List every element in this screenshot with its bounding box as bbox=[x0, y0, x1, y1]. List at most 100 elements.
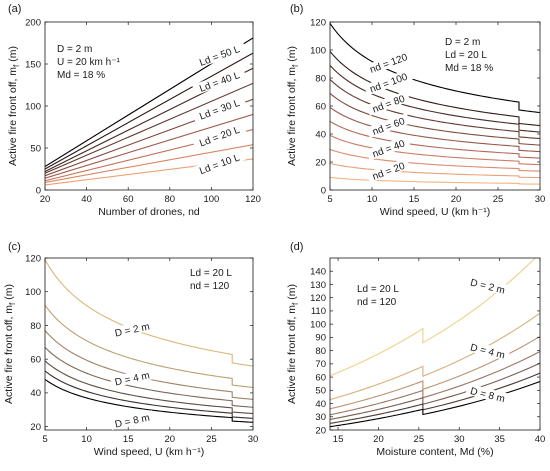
y-tick-label: 140 bbox=[310, 267, 326, 278]
y-tick-label: 60 bbox=[30, 354, 41, 365]
series-line-2 bbox=[330, 312, 540, 401]
x-tick-label: 25 bbox=[493, 194, 504, 205]
note-text: Ld = 20 L bbox=[445, 50, 487, 61]
note-text: Ld = 20 L bbox=[357, 284, 399, 295]
series-line-3 bbox=[330, 336, 540, 410]
series-line-11 bbox=[330, 23, 540, 114]
panel-1: 20 40 60 80 100 120 0 50 100 150 200 (a) Number of d… bbox=[7, 3, 261, 218]
y-tick-label: 80 bbox=[315, 346, 326, 357]
x-tick-label: 40 bbox=[81, 194, 92, 205]
y-tick-label: 100 bbox=[310, 319, 326, 330]
x-tick-label: 60 bbox=[123, 194, 134, 205]
x-tick-label: 15 bbox=[123, 434, 134, 445]
curve-label-bg bbox=[192, 94, 247, 124]
x-tick-label: 100 bbox=[203, 194, 219, 205]
curve-label-text: Ld = 50 L bbox=[198, 44, 242, 69]
curve-label-text: nd = 80 bbox=[371, 94, 407, 116]
curve-label-text: Ld = 10 L bbox=[198, 152, 242, 177]
series-group bbox=[330, 23, 540, 185]
series-line-2 bbox=[45, 144, 253, 183]
x-tick-label: 10 bbox=[367, 194, 378, 205]
x-tick-label: 20 bbox=[40, 194, 51, 205]
curve-label-text: D = 8 m bbox=[114, 413, 151, 431]
series-line-9 bbox=[330, 65, 540, 133]
x-tick-label: 25 bbox=[414, 434, 425, 445]
y-axis-title: Active fire front off, mf (m) bbox=[286, 46, 300, 166]
curve-label-bg bbox=[192, 66, 247, 96]
curve-label-text: nd = 40 bbox=[371, 138, 407, 160]
curve-label-bg bbox=[363, 68, 413, 96]
x-tick-label: 15 bbox=[333, 434, 344, 445]
curve-label-bg bbox=[465, 339, 511, 362]
series-line-6 bbox=[45, 370, 253, 419]
series-line-2 bbox=[330, 162, 540, 179]
series-line-1 bbox=[330, 258, 536, 377]
x-axis-title: Wind speed, U (km h⁻¹) bbox=[94, 446, 205, 458]
y-axis-title: Active fire front off, mf (m) bbox=[7, 46, 21, 166]
y-tick-label: 100 bbox=[25, 287, 41, 298]
y-tick-label: 0 bbox=[36, 185, 41, 196]
curve-label: D = 2 m bbox=[465, 275, 511, 297]
note-text: Md = 18 % bbox=[57, 70, 105, 81]
x-tick-label: 30 bbox=[535, 194, 546, 205]
x-tick-label: 5 bbox=[327, 194, 332, 205]
x-tick-label: 80 bbox=[165, 194, 176, 205]
y-tick-label: 80 bbox=[315, 73, 326, 84]
series-line-5 bbox=[330, 120, 540, 159]
x-tick-label: 30 bbox=[454, 434, 465, 445]
y-tick-label: 40 bbox=[315, 129, 326, 140]
y-tick-label: 130 bbox=[310, 280, 326, 291]
curve-label-text: D = 4 m bbox=[114, 370, 151, 388]
curve-label-bg bbox=[109, 368, 155, 388]
x-axis-title: Wind speed, U (km h⁻¹) bbox=[380, 206, 491, 218]
series-line-2 bbox=[45, 304, 253, 389]
x-tick-label: 35 bbox=[494, 434, 505, 445]
panel-label: (d) bbox=[290, 241, 303, 253]
series-line-10 bbox=[330, 51, 540, 127]
series-line-1 bbox=[330, 176, 540, 185]
panel-2: 5 10 15 20 25 30 0 20 40 60 80 100 120 (b) Wind speed,… bbox=[286, 3, 545, 218]
curve-label-bg bbox=[363, 49, 413, 77]
y-tick-label: 100 bbox=[25, 101, 41, 112]
curve-label: Ld = 50 L bbox=[192, 40, 247, 70]
curve-label: Ld = 10 L bbox=[192, 149, 247, 178]
x-tick-label: 20 bbox=[451, 194, 462, 205]
curve-label-text: Ld = 30 L bbox=[198, 98, 242, 123]
y-tick-label: 30 bbox=[315, 412, 326, 423]
x-tick-label: 20 bbox=[165, 434, 176, 445]
series-line-3 bbox=[45, 330, 253, 400]
panel-label: (c) bbox=[8, 241, 21, 253]
y-tick-label: 120 bbox=[25, 253, 41, 264]
note-text: nd = 120 bbox=[190, 281, 230, 292]
series-line-8 bbox=[45, 52, 253, 170]
curve-label-bg bbox=[109, 319, 155, 339]
series-line-6 bbox=[330, 372, 540, 424]
curve-label-bg bbox=[366, 157, 411, 183]
x-tick-label: 5 bbox=[42, 434, 47, 445]
x-tick-label: 120 bbox=[245, 194, 261, 205]
series-line-7 bbox=[330, 380, 540, 428]
axes-frame bbox=[44, 257, 254, 431]
curve-label-text: nd = 60 bbox=[371, 116, 407, 138]
x-axis-title: Number of drones, nd bbox=[98, 206, 200, 218]
y-axis-title: Active fire front off, mf (m) bbox=[3, 284, 17, 404]
note-text: U = 20 km h⁻¹ bbox=[57, 57, 120, 68]
y-tick-label: 40 bbox=[30, 388, 41, 399]
curve-label-bg bbox=[192, 149, 247, 178]
y-tick-label: 110 bbox=[311, 306, 326, 317]
series-line-7 bbox=[330, 92, 540, 146]
series-group bbox=[330, 258, 540, 428]
series-line-5 bbox=[45, 360, 253, 415]
note-text: D = 2 m bbox=[57, 44, 92, 55]
y-tick-label: 50 bbox=[30, 143, 41, 154]
curve-label: nd = 40 bbox=[366, 135, 411, 161]
note-text: Ld = 20 L bbox=[190, 268, 232, 279]
curve-label: nd = 60 bbox=[366, 113, 411, 139]
series-line-4 bbox=[45, 346, 253, 408]
series-line-6 bbox=[45, 82, 253, 174]
y-tick-label: 60 bbox=[315, 372, 326, 383]
series-line-4 bbox=[330, 134, 540, 166]
series-line-4 bbox=[45, 113, 253, 179]
axes-frame bbox=[329, 257, 541, 431]
